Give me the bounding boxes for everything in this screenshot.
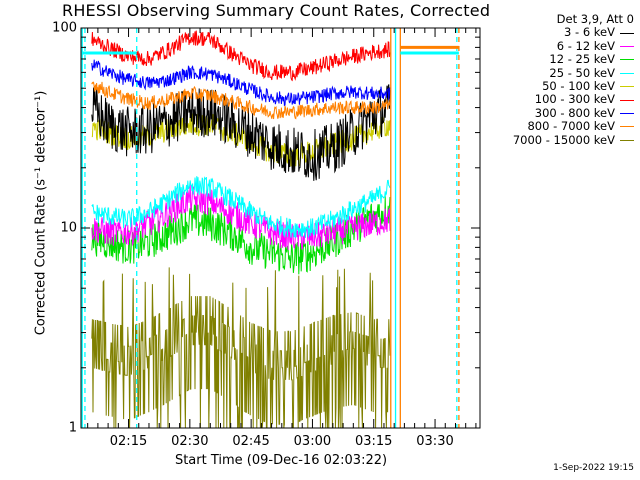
- legend-rows: 3 - 6 keV 6 - 12 keV 12 - 25 keV 25 - 50 ke…: [512, 25, 634, 147]
- series-line-25-50-kev: [91, 176, 391, 238]
- chart-title: RHESSI Observing Summary Count Rates, Co…: [62, 1, 491, 20]
- axes-layer: [80, 27, 481, 429]
- marker-layer: [81, 28, 460, 428]
- legend-swatch: [620, 126, 634, 128]
- legend-item-50-100-kev: 50 - 100 keV: [513, 79, 634, 94]
- legend-label: 100 - 300 keV: [534, 92, 615, 107]
- series-line-6-12-kev: [91, 184, 391, 251]
- series-line-300-800-kev: [91, 59, 391, 107]
- legend-swatch: [620, 59, 634, 61]
- y-tick-label-10: 10: [60, 220, 77, 236]
- legend-item-3-6-kev: 3 - 6 keV: [513, 25, 634, 40]
- footer-date: 1-Sep-2022 19:15: [553, 463, 634, 473]
- legend-item-800-7000-kev: 800 - 7000 keV: [513, 119, 634, 134]
- legend-item-25-50-kev: 25 - 50 keV: [513, 65, 634, 80]
- x-tick-label-2: 02:45: [232, 434, 270, 449]
- legend-item-100-300-kev: 100 - 300 keV: [513, 93, 634, 106]
- legend-swatch: [620, 139, 634, 141]
- series-line-7000-15000-kev: [91, 267, 391, 429]
- legend-item-300-800-kev: 300 - 800 keV: [513, 105, 634, 120]
- legend-item-7000-15000-kev: 7000 - 15000 keV: [512, 132, 634, 147]
- legend-swatch: [620, 72, 634, 74]
- legend-item-6-12-kev: 6 - 12 keV: [513, 38, 634, 53]
- legend-label: 12 - 25 keV: [549, 52, 615, 67]
- series-layer: [91, 30, 391, 429]
- y-axis-label: Corrected Count Rate (s⁻¹ detector⁻¹): [33, 90, 49, 336]
- legend-label: 3 - 6 keV: [564, 25, 615, 40]
- x-tick-label-1: 02:30: [171, 434, 209, 449]
- x-tick-label-0: 02:15: [109, 434, 148, 449]
- legend-label: 7000 - 15000 keV: [512, 132, 615, 147]
- legend-swatch: [620, 46, 634, 48]
- legend-label: 800 - 7000 keV: [527, 119, 615, 134]
- series-line-3-6-kev: [91, 84, 391, 181]
- legend-swatch: [620, 99, 634, 101]
- legend-swatch: [620, 113, 634, 115]
- legend-header: Det 3,9, Att 0: [556, 12, 634, 26]
- series-line-100-300-kev: [91, 30, 391, 82]
- legend-label: 6 - 12 keV: [556, 38, 615, 53]
- legend-swatch: [620, 86, 634, 88]
- legend-label: 50 - 100 keV: [542, 79, 615, 94]
- legend-label: 300 - 800 keV: [534, 105, 615, 120]
- series-line-800-7000-kev: [91, 81, 391, 120]
- legend-label: 25 - 50 keV: [549, 65, 615, 80]
- y-tick-label-100: 100: [52, 20, 77, 36]
- x-tick-label-3: 03:00: [293, 434, 332, 449]
- x-tick-label-5: 03:30: [416, 434, 454, 449]
- legend: Det 3,9, Att 0 3 - 6 keV 6 - 12 keV 12 - 2…: [512, 12, 634, 147]
- legend-item-12-25-kev: 12 - 25 keV: [513, 52, 634, 67]
- y-tick-label-1: 1: [68, 420, 77, 436]
- x-tick-label-4: 03:15: [354, 434, 393, 449]
- x-axis-label: Start Time (09-Dec-16 02:03:22): [174, 453, 388, 468]
- legend-swatch: [620, 32, 634, 34]
